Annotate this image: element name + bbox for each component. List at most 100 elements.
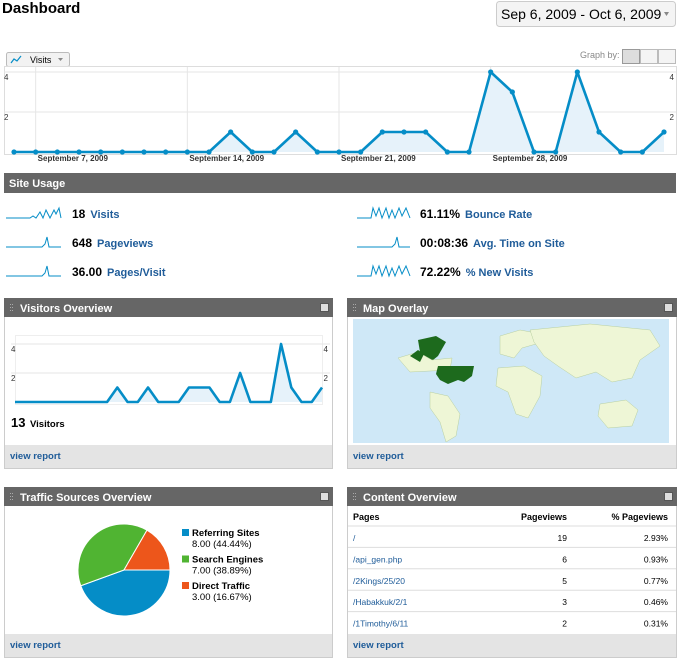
sparklines	[6, 206, 411, 278]
graph-by-month[interactable]	[658, 49, 676, 64]
sparkline	[6, 265, 61, 277]
view-report-link[interactable]: view report	[10, 640, 62, 651]
world-map	[353, 319, 669, 443]
point	[33, 149, 39, 155]
metric-label[interactable]: Visits	[30, 55, 52, 65]
panel-title: Traffic Sources Overview	[20, 492, 152, 504]
point	[509, 89, 515, 95]
section-header	[4, 173, 676, 193]
table-cell: 3	[562, 597, 567, 607]
metric-label[interactable]: % New Visits	[466, 267, 534, 279]
panel-title: Content Overview	[363, 492, 457, 504]
legend-swatch	[182, 529, 189, 536]
point	[54, 149, 60, 155]
panel-header	[347, 298, 677, 317]
point	[423, 129, 429, 135]
point	[553, 149, 559, 155]
point	[596, 129, 602, 135]
table-cell: 5	[562, 576, 567, 586]
grip	[10, 304, 13, 311]
continent	[597, 399, 639, 429]
point	[76, 149, 82, 155]
chart-frame	[15, 335, 323, 405]
page-link[interactable]: /api_gen.php	[353, 554, 402, 564]
legend-value: 8.00 (44.44%)	[192, 539, 252, 550]
page-link[interactable]: /	[353, 533, 356, 543]
dropdown-arrow	[664, 12, 669, 16]
point	[466, 149, 472, 155]
metric-value: 61.11%	[420, 207, 460, 221]
visitors-total: 13	[11, 415, 25, 430]
legend-label: Referring Sites	[192, 528, 260, 539]
view-report-link[interactable]: view report	[353, 640, 405, 651]
view-report-link[interactable]: view report	[10, 451, 62, 462]
metric-value: 72.22%	[420, 265, 461, 279]
table-cell: 6	[562, 554, 567, 564]
metric-icon	[10, 55, 22, 64]
metric-value: 00:08:36	[420, 236, 468, 250]
close-button[interactable]	[664, 492, 673, 501]
pie-slice	[123, 529, 171, 571]
country-alaska	[410, 350, 424, 362]
graph-by-label: Graph by:	[580, 50, 620, 60]
panel-header	[4, 298, 333, 317]
close-button[interactable]	[320, 303, 329, 312]
metric-label[interactable]: Visits	[90, 209, 119, 221]
pie-slice	[80, 569, 171, 617]
view-report-link[interactable]: view report	[353, 451, 405, 462]
y-tick-label: 2	[670, 113, 675, 122]
date-range[interactable]: Sep 6, 2009 - Oct 6, 2009	[501, 6, 662, 22]
table-cell: 0.93%	[644, 554, 669, 564]
continent	[429, 391, 461, 443]
panel-footer	[5, 445, 332, 468]
metric-label[interactable]: Pageviews	[97, 238, 153, 250]
page-title: Dashboard	[2, 0, 80, 17]
point	[163, 149, 169, 155]
y-tick-label: 4	[324, 345, 329, 354]
panel-footer	[5, 634, 332, 657]
panel-title: Visitors Overview	[20, 303, 113, 315]
sparkline	[357, 206, 411, 220]
legend-label: Search Engines	[192, 555, 263, 566]
panel-title: Map Overlay	[363, 303, 429, 315]
sparkline	[357, 236, 410, 248]
point	[314, 149, 320, 155]
point	[184, 149, 190, 155]
graph-by-day[interactable]	[622, 49, 640, 64]
metric-label[interactable]: Pages/Visit	[107, 267, 166, 279]
legend-label: Direct Traffic	[192, 581, 250, 592]
point	[444, 149, 450, 155]
x-tick-label: September 14, 2009	[189, 154, 264, 163]
graph-by-week[interactable]	[640, 49, 658, 64]
y-tick-label: 4	[11, 345, 16, 354]
panel-footer	[348, 445, 676, 468]
date-picker[interactable]	[496, 1, 676, 27]
column-header: % Pageviews	[611, 512, 668, 522]
line	[15, 342, 324, 404]
point	[141, 149, 147, 155]
dropdown-arrow	[58, 58, 63, 61]
close-button[interactable]	[320, 492, 329, 501]
y-tick-label: 4	[670, 73, 675, 82]
page-link[interactable]: /Habakkuk/2/1	[353, 597, 408, 607]
table-header	[348, 506, 676, 527]
table-cell: 0.77%	[644, 576, 669, 586]
metric-label[interactable]: Avg. Time on Site	[473, 238, 565, 250]
legend-swatch	[182, 555, 189, 563]
point	[271, 149, 277, 155]
page-link[interactable]: /1Timothy/6/11	[353, 619, 409, 629]
panel-header	[347, 487, 677, 506]
y-tick-label: 2	[11, 374, 16, 383]
drag-grips	[10, 304, 356, 500]
metric-value: 18	[72, 207, 86, 221]
y-tick-label: 2	[4, 113, 9, 122]
grip	[353, 304, 356, 311]
page-link[interactable]: /2Kings/25/20	[353, 576, 405, 586]
x-tick-label: September 7, 2009	[38, 154, 109, 163]
section-title: Site Usage	[9, 178, 65, 190]
metric-label[interactable]: Bounce Rate	[465, 209, 532, 221]
country-usa	[436, 366, 474, 384]
point	[379, 129, 385, 135]
point	[228, 129, 234, 135]
close-button[interactable]	[664, 303, 673, 312]
